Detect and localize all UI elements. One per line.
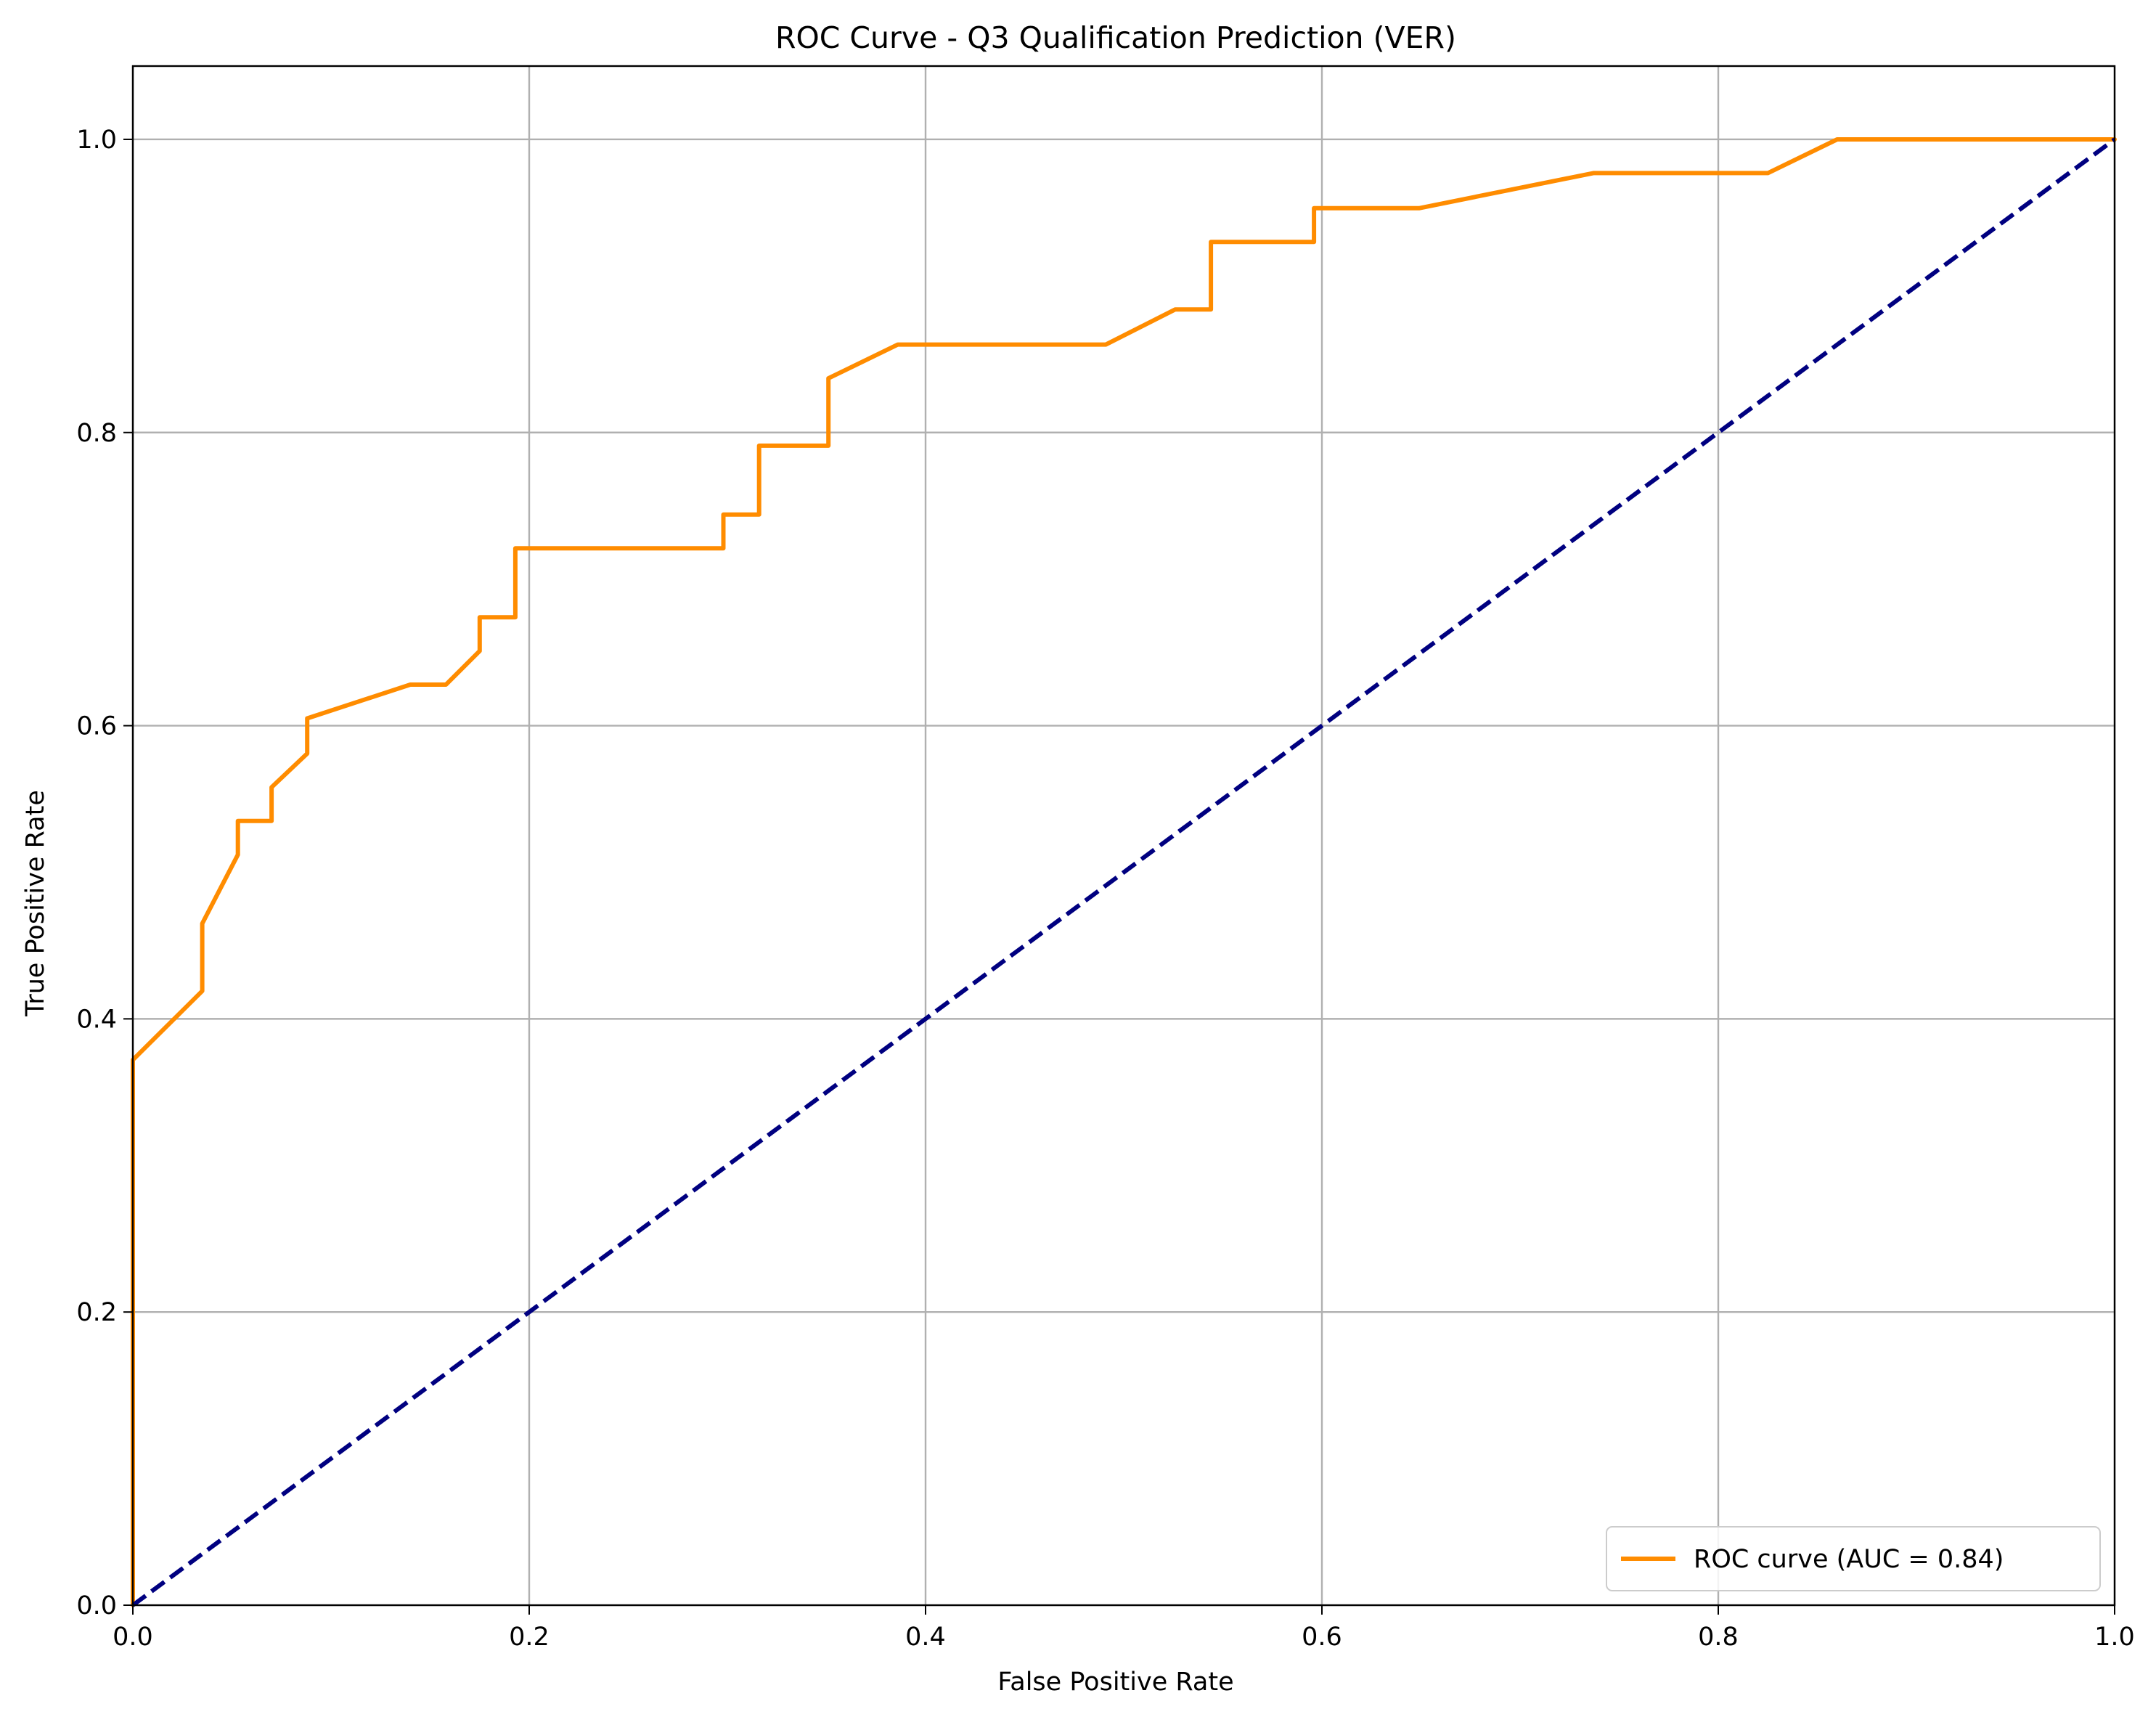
x-tick-label-3: 0.6 (1302, 1623, 1342, 1652)
legend: ROC curve (AUC = 0.84) (1606, 1526, 2101, 1591)
legend-box (1606, 1526, 2101, 1591)
x-tick-label-4: 0.8 (1698, 1623, 1739, 1652)
y-tick-label-0: 0.0 (76, 1591, 117, 1620)
y-tick-label-4: 0.8 (76, 419, 117, 448)
y-tick-label-1: 0.2 (76, 1298, 117, 1327)
axis-ticks: 0.0 0.2 0.4 0.6 0.8 1.0 0.0 0.2 0.4 0.6 0.8 1.0 (76, 126, 2135, 1652)
roc-curve-line (131, 137, 2117, 1607)
legend-label-0: ROC curve (AUC = 0.84) (1694, 1545, 2004, 1574)
chart-title: ROC Curve - Q3 Qualification Prediction … (775, 20, 1456, 55)
series-lines (131, 137, 2117, 1607)
y-axis-label: True Positive Rate (21, 790, 50, 1017)
x-tick-label-1: 0.2 (509, 1623, 550, 1652)
plot-frame (131, 65, 2116, 1607)
y-tick-label-2: 0.4 (76, 1005, 117, 1034)
y-tick-label-3: 0.6 (76, 712, 117, 741)
y-tick-label-5: 1.0 (76, 126, 117, 155)
diagonal-reference-line (131, 137, 2116, 1607)
x-tick-label-0: 0.0 (113, 1623, 153, 1652)
x-tick-label-2: 0.4 (905, 1623, 946, 1652)
x-tick-label-5: 1.0 (2094, 1623, 2135, 1652)
x-axis-label: False Positive Rate (997, 1668, 1233, 1697)
